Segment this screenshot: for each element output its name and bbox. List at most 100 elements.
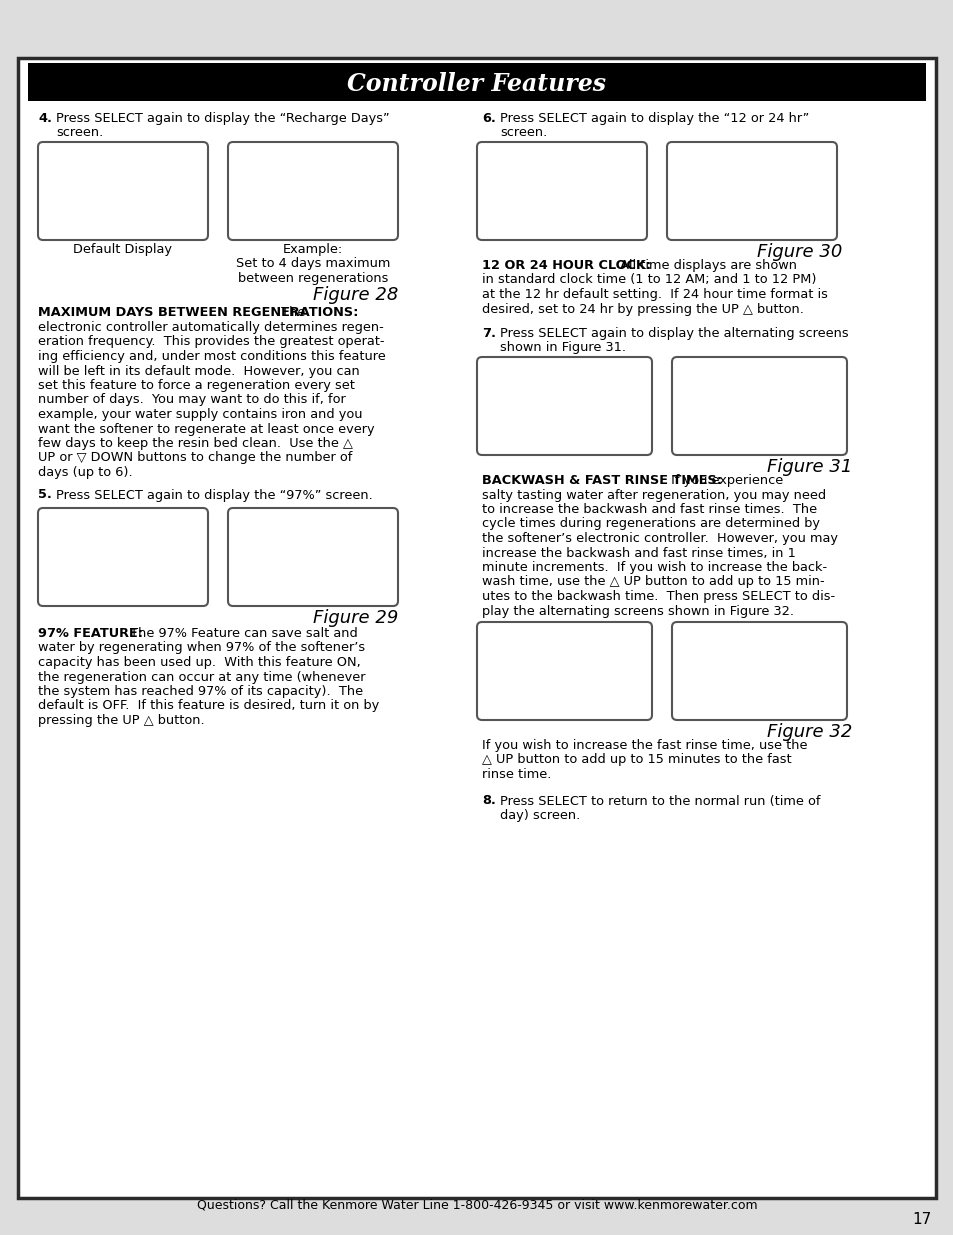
FancyBboxPatch shape (38, 142, 208, 240)
FancyBboxPatch shape (476, 142, 646, 240)
Text: play the alternating screens shown in Figure 32.: play the alternating screens shown in Fi… (481, 604, 793, 618)
Text: screen.: screen. (56, 126, 103, 140)
Text: 97: 97 (288, 529, 337, 571)
Text: salty tasting water after regeneration, you may need: salty tasting water after regeneration, … (481, 489, 825, 501)
Text: The 97% Feature can save salt and: The 97% Feature can save salt and (126, 627, 357, 640)
Text: Press SELECT again to display the “97%” screen.: Press SELECT again to display the “97%” … (56, 489, 373, 501)
Text: If you experience: If you experience (666, 474, 782, 487)
Text: want the softener to regenerate at least once every: want the softener to regenerate at least… (38, 422, 375, 436)
Text: TIME: TIME (758, 687, 776, 697)
Text: 4: 4 (299, 161, 326, 204)
Text: 0: 0 (747, 375, 770, 414)
Text: example, your water supply contains iron and you: example, your water supply contains iron… (38, 408, 362, 421)
Text: Figure 31: Figure 31 (766, 458, 851, 475)
Text: 5.: 5. (38, 489, 51, 501)
Text: MN: MN (611, 380, 623, 389)
Text: day) screen.: day) screen. (499, 809, 579, 823)
Text: at the 12 hr default setting.  If 24 hour time format is: at the 12 hr default setting. If 24 hour… (481, 288, 827, 301)
Text: eration frequency.  This provides the greatest operat-: eration frequency. This provides the gre… (38, 336, 384, 348)
Text: PM: PM (600, 174, 612, 183)
Text: UP or ▽ DOWN buttons to change the number of: UP or ▽ DOWN buttons to change the numbe… (38, 452, 352, 464)
Text: utes to the backwash time.  Then press SELECT to dis-: utes to the backwash time. Then press SE… (481, 590, 834, 603)
Text: number of days.  You may want to do this if, for: number of days. You may want to do this … (38, 394, 345, 406)
Text: Rinse: Rinse (696, 687, 717, 697)
FancyBboxPatch shape (228, 508, 397, 606)
Text: MN: MN (805, 645, 818, 655)
Text: Figure 29: Figure 29 (313, 609, 397, 627)
Text: cycle times during regenerations are determined by: cycle times during regenerations are det… (481, 517, 820, 531)
Text: Bk wash: Bk wash (496, 422, 527, 431)
Text: Add: Add (537, 378, 598, 411)
Text: MN: MN (805, 380, 818, 389)
Text: 7.: 7. (481, 327, 496, 340)
FancyBboxPatch shape (228, 142, 397, 240)
Text: shown in Figure 31.: shown in Figure 31. (499, 342, 625, 354)
Text: OFF: OFF (92, 534, 153, 566)
Text: DAY: DAY (167, 170, 181, 180)
Text: Rinse: Rinse (500, 687, 521, 697)
Text: the regeneration can occur at any time (whenever: the regeneration can occur at any time (… (38, 671, 365, 683)
FancyBboxPatch shape (666, 142, 836, 240)
Text: BACKWASH & FAST RINSE TIMES:: BACKWASH & FAST RINSE TIMES: (481, 474, 721, 487)
Text: The: The (276, 306, 305, 320)
Text: - - - -: - - - - (82, 177, 164, 196)
Text: If you wish to increase the fast rinse time, use the: If you wish to increase the fast rinse t… (481, 739, 806, 752)
Text: TIME: TIME (758, 422, 776, 431)
Text: Add: Add (537, 643, 598, 676)
Text: increase the backwash and fast rinse times, in 1: increase the backwash and fast rinse tim… (481, 547, 795, 559)
Text: 4.: 4. (38, 112, 52, 125)
Text: default is OFF.  If this feature is desired, turn it on by: default is OFF. If this feature is desir… (38, 699, 379, 713)
Text: TIME: TIME (533, 207, 552, 216)
Text: 8.: 8. (481, 794, 496, 808)
Text: the system has reached 97% of its capacity).  The: the system has reached 97% of its capaci… (38, 685, 363, 698)
Text: 6.: 6. (481, 112, 496, 125)
Text: Default Display: Default Display (73, 243, 172, 256)
Text: DAY: DAY (356, 165, 372, 174)
Text: screen.: screen. (499, 126, 547, 140)
Text: Bk wash: Bk wash (690, 422, 721, 431)
Text: few days to keep the resin bed clean.  Use the △: few days to keep the resin bed clean. Us… (38, 437, 353, 450)
Text: 17: 17 (911, 1213, 931, 1228)
Text: Press SELECT again to display the “Recharge Days”: Press SELECT again to display the “Recha… (56, 112, 389, 125)
Text: the softener’s electronic controller.  However, you may: the softener’s electronic controller. Ho… (481, 532, 837, 545)
Text: AM: AM (600, 165, 612, 174)
Text: RECHARGE: RECHARGE (273, 203, 314, 211)
Text: in standard clock time (1 to 12 AM; and 1 to 12 PM): in standard clock time (1 to 12 AM; and … (481, 273, 816, 287)
Text: Press SELECT to return to the normal run (time of: Press SELECT to return to the normal run… (499, 794, 820, 808)
Text: △ UP button to add up to 15 minutes to the fast: △ UP button to add up to 15 minutes to t… (481, 753, 791, 767)
Text: set this feature to force a regeneration every set: set this feature to force a regeneration… (38, 379, 355, 391)
Text: electronic controller automatically determines regen-: electronic controller automatically dete… (38, 321, 383, 333)
Text: days (up to 6).: days (up to 6). (38, 466, 132, 479)
Text: 12 OR 24 HOUR CLOCK:: 12 OR 24 HOUR CLOCK: (481, 259, 651, 272)
Text: RECHARGE: RECHARGE (83, 203, 125, 211)
FancyBboxPatch shape (671, 357, 846, 454)
Text: will be left in its default mode.  However, you can: will be left in its default mode. Howeve… (38, 364, 359, 378)
Text: water by regenerating when 97% of the softener’s: water by regenerating when 97% of the so… (38, 641, 365, 655)
Text: wash time, use the △ UP button to add up to 15 min-: wash time, use the △ UP button to add up… (481, 576, 823, 589)
Text: Questions? Call the Kenmore Water Line 1-800-426-9345 or visit www.kenmorewater.: Questions? Call the Kenmore Water Line 1… (196, 1198, 757, 1212)
Text: Press SELECT again to display the “12 or 24 hr”: Press SELECT again to display the “12 or… (499, 112, 808, 125)
Text: TIME: TIME (723, 207, 741, 216)
FancyBboxPatch shape (18, 58, 935, 1198)
Text: ing efficiency and, under most conditions this feature: ing efficiency and, under most condition… (38, 350, 385, 363)
FancyBboxPatch shape (476, 622, 651, 720)
Text: desired, set to 24 hr by pressing the UP △ button.: desired, set to 24 hr by pressing the UP… (481, 303, 803, 315)
Text: RECHARGE: RECHARGE (83, 568, 125, 577)
FancyBboxPatch shape (476, 357, 651, 454)
Text: 0: 0 (747, 641, 770, 679)
Text: 24hr: 24hr (708, 163, 795, 198)
Text: Figure 30: Figure 30 (756, 243, 841, 261)
Text: Example:: Example: (283, 243, 343, 256)
Text: to increase the backwash and fast rinse times.  The: to increase the backwash and fast rinse … (481, 503, 817, 516)
Text: Controller Features: Controller Features (347, 72, 606, 96)
Text: Press SELECT again to display the alternating screens: Press SELECT again to display the altern… (499, 327, 848, 340)
FancyBboxPatch shape (38, 508, 208, 606)
Text: capacity has been used up.  With this feature ON,: capacity has been used up. With this fea… (38, 656, 360, 669)
Text: TIME: TIME (563, 422, 581, 431)
Text: rinse time.: rinse time. (481, 768, 551, 781)
Text: RECHARGE: RECHARGE (273, 568, 314, 577)
Text: 97% FEATURE:: 97% FEATURE: (38, 627, 143, 640)
Text: minute increments.  If you wish to increase the back-: minute increments. If you wish to increa… (481, 561, 826, 574)
Text: between regenerations: between regenerations (237, 272, 388, 285)
Text: TIME: TIME (563, 687, 581, 697)
